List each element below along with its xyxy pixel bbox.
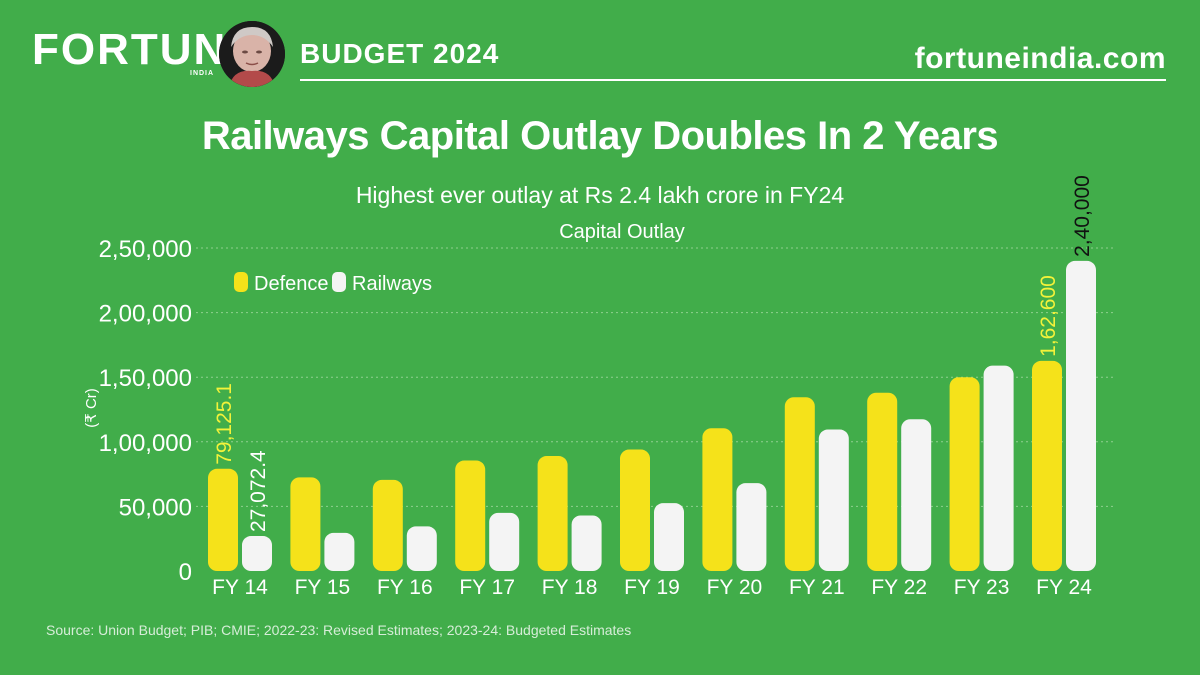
data-label: 1,62,600 [1037, 275, 1060, 357]
bar-defence [372, 479, 403, 571]
bar-railways [901, 419, 932, 571]
bar-railways [489, 512, 520, 571]
site-link[interactable]: fortuneindia.com [914, 42, 1166, 75]
data-label: 2,40,000 [1071, 175, 1094, 257]
y-tick-label: 2,50,000 [99, 236, 192, 263]
y-tick-label: 1,50,000 [99, 365, 192, 392]
data-label: 79,125.1 [213, 383, 236, 465]
bar-defence [208, 468, 238, 571]
portrait-icon [219, 21, 285, 87]
x-tick-label: FY 23 [954, 576, 1010, 599]
brand-logo-sub: INDIA [190, 70, 215, 77]
chart-caption: Capital Outlay [559, 221, 685, 243]
bar-defence [455, 460, 486, 571]
legend-swatch-railways [332, 272, 346, 292]
legend-label-defence: Defence [254, 273, 329, 295]
y-tick-label: 0 [179, 559, 192, 586]
bar-defence [290, 477, 321, 571]
bar-railways [242, 536, 272, 571]
bar-defence [537, 456, 568, 571]
chart-subtitle: Highest ever outlay at Rs 2.4 lakh crore… [355, 182, 845, 208]
bar-defence [620, 449, 650, 571]
x-tick-label: FY 22 [871, 576, 927, 599]
x-tick-label: FY 24 [1036, 576, 1092, 599]
x-tick-label: FY 17 [459, 576, 515, 599]
y-tick-label: 50,000 [119, 494, 192, 521]
section-label: BUDGET 2024 [300, 38, 500, 69]
x-tick-label: FY 16 [377, 576, 433, 599]
data-label: 27,072.4 [247, 450, 270, 532]
bar-defence [1032, 360, 1062, 571]
y-axis-label: (₹ Cr) [83, 388, 100, 428]
source-note: Source: Union Budget; PIB; CMIE; 2022-23… [46, 622, 632, 638]
bar-defence [949, 377, 980, 571]
x-tick-label: FY 20 [707, 576, 763, 599]
bar-railways [736, 483, 767, 571]
x-tick-label: FY 19 [624, 576, 680, 599]
bar-defence [867, 392, 898, 571]
chart-title: Railways Capital Outlay Doubles In 2 Yea… [201, 114, 999, 158]
bar-railways [571, 515, 602, 571]
x-tick-label: FY 18 [542, 576, 598, 599]
bar-railways [654, 503, 684, 571]
legend-label-railways: Railways [352, 273, 432, 295]
bar-defence [784, 397, 815, 571]
portrait-avatar [219, 21, 285, 87]
x-tick-label: FY 15 [295, 576, 351, 599]
header-divider [300, 79, 1166, 81]
y-tick-label: 1,00,000 [99, 430, 192, 457]
x-tick-label: FY 21 [789, 576, 845, 599]
bar-railways [983, 365, 1014, 571]
y-tick-label: 2,00,000 [99, 301, 192, 328]
bar-railways [818, 429, 849, 571]
bar-railways [406, 526, 437, 571]
x-tick-label: FY 14 [212, 576, 268, 599]
bar-defence [702, 428, 733, 571]
legend-swatch-defence [234, 272, 248, 292]
bar-railways [1066, 260, 1096, 571]
bar-railways [324, 532, 355, 571]
